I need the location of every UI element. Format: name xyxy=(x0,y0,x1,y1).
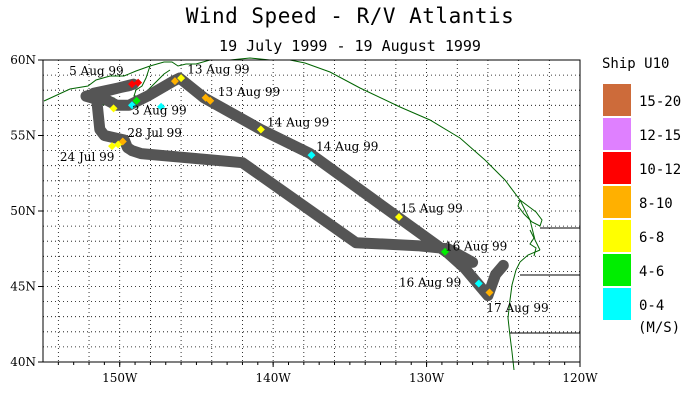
legend: 15-20 12-15 10-12 8-10 6-8 4-6 0-4 xyxy=(603,84,698,322)
legend-label: 12-15 xyxy=(639,128,682,144)
legend-swatch xyxy=(603,288,631,320)
wind-marker xyxy=(109,104,118,113)
legend-units: (M/S) xyxy=(638,320,681,336)
date-label: 24 Jul 99 xyxy=(60,150,115,164)
date-label: 5 Aug 99 xyxy=(69,64,124,78)
ship-track xyxy=(80,72,509,302)
vancouver-island xyxy=(517,199,543,227)
wind-marker xyxy=(177,74,186,83)
date-label: 14 Aug 99 xyxy=(267,115,329,129)
legend-row: 12-15 xyxy=(603,118,698,152)
wind-marker xyxy=(206,96,215,105)
y-tick-label: 45N xyxy=(10,280,36,294)
date-label: 16 Aug 99 xyxy=(445,239,507,253)
wind-marker xyxy=(127,101,136,110)
wind-marker xyxy=(118,137,127,146)
date-label: 15 Aug 99 xyxy=(400,202,462,216)
axes: 150W 140W 130W 120W 60N 55N 50N 45N 40N xyxy=(10,53,598,385)
x-tick-label: 140W xyxy=(256,371,292,385)
legend-swatch xyxy=(603,118,631,150)
puget-sound xyxy=(529,229,537,257)
date-label: 17 Aug 99 xyxy=(486,301,548,315)
wind-marker xyxy=(132,96,141,105)
legend-swatch xyxy=(603,84,631,116)
political-borders xyxy=(510,227,580,334)
wind-marker xyxy=(170,77,179,86)
wind-marker xyxy=(256,125,265,134)
x-tick-label: 150W xyxy=(102,371,138,385)
y-tick-label: 40N xyxy=(10,355,36,369)
plot-frame xyxy=(42,59,581,363)
x-tick-label: 120W xyxy=(562,371,598,385)
wind-marker xyxy=(485,288,494,297)
date-label: 28 Jul 99 xyxy=(127,126,182,140)
y-tick-label: 50N xyxy=(10,204,36,218)
date-label: 16 Aug 99 xyxy=(399,276,461,290)
alaska-coastline xyxy=(43,57,541,251)
legend-row: 6-8 xyxy=(603,220,698,254)
west-coast-usa xyxy=(507,249,541,371)
legend-row: 0-4 xyxy=(603,288,698,322)
legend-label: 15-20 xyxy=(639,94,682,110)
legend-row: 8-10 xyxy=(603,186,698,220)
wind-marker xyxy=(127,80,136,89)
date-label: 3 Aug 99 xyxy=(132,103,187,117)
date-labels: 5 Aug 99 13 Aug 99 13 Aug 99 3 Aug 99 14 Aug… xyxy=(60,63,549,316)
y-tick-label: 55N xyxy=(10,129,36,143)
map-subtitle: 19 July 1999 - 19 August 1999 xyxy=(219,37,481,55)
wind-markers xyxy=(108,74,494,297)
legend-swatch xyxy=(603,220,631,252)
legend-swatch xyxy=(603,152,631,184)
date-label: 14 Aug 99 xyxy=(316,140,378,154)
legend-row: 4-6 xyxy=(603,254,698,288)
wind-marker xyxy=(394,213,403,222)
date-label: 13 Aug 99 xyxy=(218,85,280,99)
wind-marker xyxy=(157,102,166,111)
legend-row: 10-12 xyxy=(603,152,698,186)
legend-label: 4-6 xyxy=(639,264,665,280)
legend-label: 6-8 xyxy=(639,230,665,246)
legend-label: 0-4 xyxy=(639,298,665,314)
legend-label: 8-10 xyxy=(639,196,673,212)
legend-swatch xyxy=(603,186,631,218)
wind-marker xyxy=(134,78,143,87)
legend-row: 15-20 xyxy=(603,84,698,118)
x-tick-label: 130W xyxy=(409,371,445,385)
map-title: Wind Speed - R/V Atlantis xyxy=(185,4,515,28)
date-label: 13 Aug 99 xyxy=(187,63,249,77)
wind-marker xyxy=(440,247,449,256)
y-tick-label: 60N xyxy=(10,53,36,67)
legend-label: 10-12 xyxy=(639,162,682,178)
legend-swatch xyxy=(603,254,631,286)
wind-marker xyxy=(108,142,117,151)
wind-marker xyxy=(307,151,316,160)
wind-marker xyxy=(474,279,483,288)
legend-title: Ship U10 xyxy=(602,56,670,72)
